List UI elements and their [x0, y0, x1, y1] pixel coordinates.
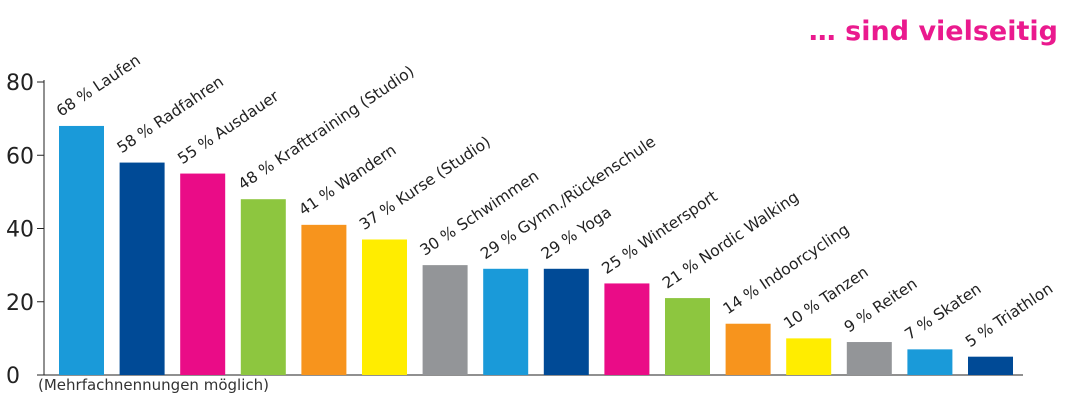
chart-headline: … sind vielseitig: [809, 16, 1058, 47]
bar-2: [119, 162, 165, 375]
bar-3: [180, 173, 226, 375]
y-tick-label: 20: [6, 291, 34, 316]
bar-13: [786, 338, 832, 375]
bars: [59, 125, 1013, 375]
bar-label-1: 68 % Laufen: [53, 51, 144, 120]
bar-10: [604, 283, 650, 375]
bar-6: [362, 239, 407, 375]
bar-7: [422, 265, 468, 375]
chart-footnote: (Mehrfachnennungen möglich): [38, 376, 269, 394]
y-tick-label: 60: [6, 144, 34, 169]
bar-12: [725, 323, 771, 375]
y-tick-label: 0: [6, 364, 20, 389]
bar-label-4: 48 % Krafttraining (Studio): [235, 62, 418, 193]
bar-14: [846, 342, 892, 375]
bar-15: [907, 349, 953, 375]
y-axis: 0 20 40 60 80: [6, 71, 1023, 389]
y-tick-label: 80: [6, 71, 34, 96]
y-tick-label: 40: [6, 218, 34, 243]
bar-4: [240, 199, 286, 375]
bar-1: [59, 125, 104, 375]
bar-16: [968, 356, 1013, 375]
bar-9: [543, 268, 589, 375]
bar-8: [483, 268, 529, 375]
bar-11: [665, 298, 710, 375]
bar-5: [301, 224, 347, 375]
